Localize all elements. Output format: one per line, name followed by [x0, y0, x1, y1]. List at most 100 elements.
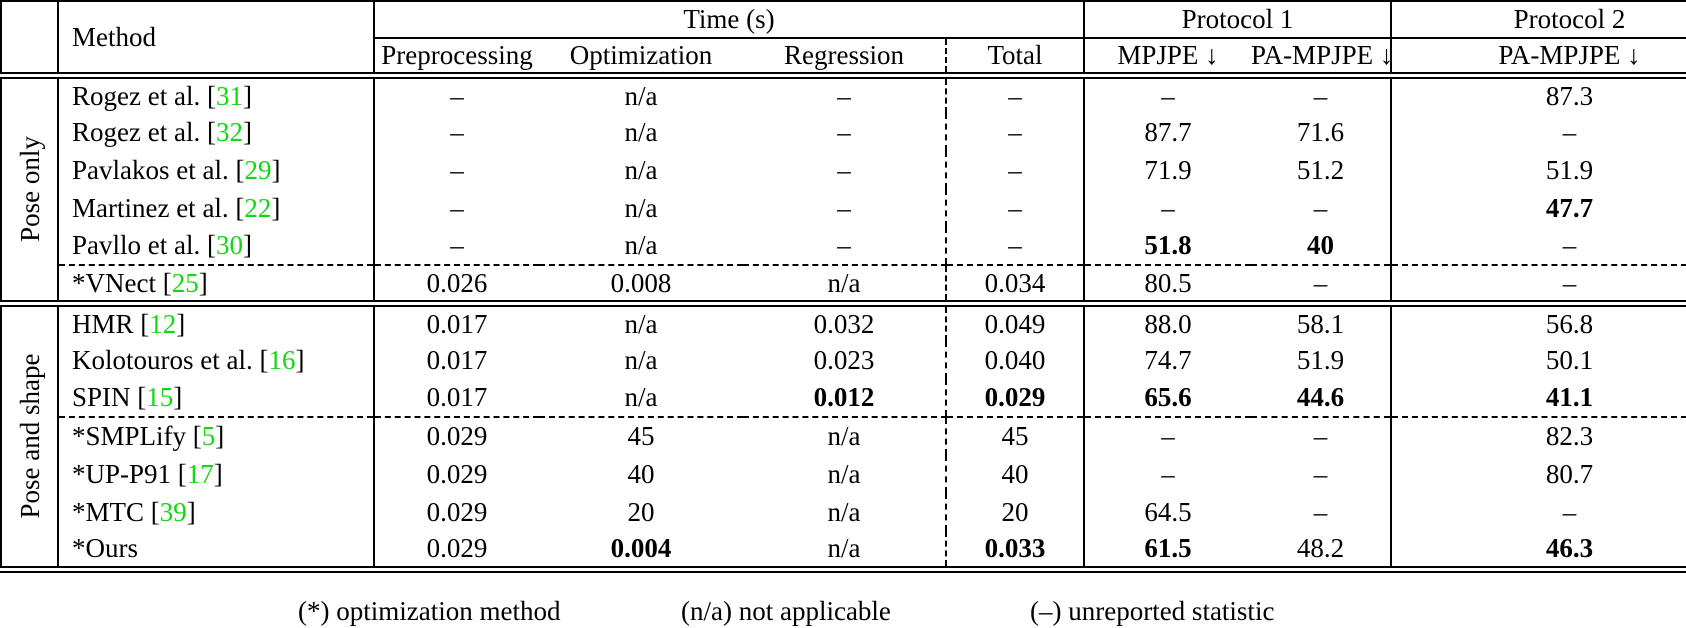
cell-pa-mpjpe-p1: – [1313, 80, 1328, 111]
cell-regression: n/a [743, 531, 946, 573]
cell-preprocessing: – [373, 75, 539, 113]
citation-link[interactable]: 17 [186, 458, 214, 489]
citation-bracket: ] [242, 116, 252, 147]
header-sub-row: Preprocessing Optimization Regression To… [1, 38, 1686, 79]
row-mtc: *MTC [39] 0.029 20 n/a 20 64.5 – – [1, 493, 1686, 531]
row-smplify: *SMPLify [5] 0.029 45 n/a 45 – – 82.3 [1, 417, 1686, 455]
group-label-text: Pose only [14, 136, 45, 242]
citation-link[interactable]: 25 [171, 267, 199, 298]
cell-regression: 0.023 [813, 344, 875, 375]
cell-regression: – [837, 192, 851, 223]
mpjpe-header: MPJPE ↓ [1083, 38, 1252, 79]
cell-pa-mpjpe-p1: – [1313, 458, 1328, 489]
method-name: Rogez et al. [ [72, 80, 216, 111]
citation-bracket: ] [271, 154, 281, 185]
method-cell: *MTC [39] [57, 493, 374, 531]
cell-mpjpe: 74.7 [1083, 341, 1252, 379]
citation-link[interactable]: 31 [215, 80, 243, 111]
citation-link[interactable]: 15 [146, 382, 174, 413]
citation-link[interactable]: 32 [215, 116, 243, 147]
row-kolotouros: Kolotouros et al. [16] 0.017 n/a 0.023 0… [1, 341, 1686, 379]
row-pavllo: Pavllo et al. [30] – n/a – – 51.8 40 – [1, 227, 1686, 266]
cell-regression: 0.012 [743, 379, 946, 418]
cell-pa-mpjpe-p1: 51.2 [1296, 154, 1345, 185]
cell-pa-mpjpe-p2: 87.3 [1390, 75, 1686, 113]
citation-link[interactable]: 12 [149, 308, 177, 339]
cell-pa-mpjpe-p2: 82.3 [1390, 417, 1686, 455]
row-rogez-32: Rogez et al. [32] – n/a – – 87.7 71.6 – [1, 113, 1686, 151]
method-name: Rogez et al. [ [72, 116, 216, 147]
group-label-pose-and-shape: Pose and shape [1, 303, 58, 573]
citation-link[interactable]: 16 [268, 344, 296, 375]
cell-mpjpe: 88.0 [1083, 303, 1252, 341]
method-name: SPIN [ [72, 382, 147, 413]
cell-optimization: n/a [624, 192, 658, 223]
cell-regression: n/a [827, 496, 861, 527]
cell-mpjpe: 64.5 [1083, 493, 1252, 531]
method-name: *UP-P91 [ [72, 458, 187, 489]
optimization-header: Optimization [539, 38, 743, 79]
cell-pa-mpjpe-p1: – [1251, 265, 1392, 307]
cell-optimization: n/a [624, 344, 658, 375]
cell-optimization: 0.004 [539, 531, 743, 573]
cell-total: – [944, 227, 1085, 266]
citation-link[interactable]: 5 [201, 421, 216, 452]
row-up-p91: *UP-P91 [17] 0.029 40 n/a 40 – – 80.7 [1, 455, 1686, 493]
cell-preprocessing: 0.026 [373, 265, 539, 307]
cell-pa-mpjpe-p2: 46.3 [1390, 531, 1686, 573]
cell-total: 0.034 [944, 265, 1085, 307]
regression-header: Regression [743, 38, 946, 79]
citation-link[interactable]: 22 [244, 192, 272, 223]
method-cell: *VNect [25] [57, 265, 374, 307]
cell-regression: n/a [743, 265, 946, 307]
citation-bracket: ] [213, 458, 223, 489]
citation-bracket: ] [176, 308, 186, 339]
row-vnect: *VNect [25] 0.026 0.008 n/a 0.034 80.5 –… [1, 265, 1686, 307]
cell-pa-mpjpe-p2: 47.7 [1390, 189, 1686, 227]
row-spin: SPIN [15] 0.017 n/a 0.012 0.029 65.6 44.… [1, 379, 1686, 418]
legend-dash: (–) unreported statistic [1030, 596, 1275, 626]
cell-total: – [944, 113, 1085, 151]
method-name: HMR [ [72, 308, 150, 339]
citation-link[interactable]: 39 [159, 496, 187, 527]
citation-link[interactable]: 29 [244, 154, 272, 185]
citation-bracket: ] [295, 344, 305, 375]
row-pavlakos: Pavlakos et al. [29] – n/a – – 71.9 51.2… [1, 151, 1686, 189]
cell-pa-mpjpe-p2: 80.7 [1390, 455, 1686, 493]
cell-pa-mpjpe-p1: 51.9 [1296, 344, 1345, 375]
legend-na: (n/a) not applicable [681, 596, 891, 626]
cell-optimization: n/a [539, 379, 743, 418]
cell-mpjpe: – [1083, 455, 1252, 493]
cell-preprocessing: 0.017 [373, 303, 539, 341]
method-name: *MTC [ [72, 496, 160, 527]
method-cell: SPIN [15] [57, 379, 374, 418]
method-name: Pavllo et al. [ [72, 230, 216, 261]
cell-regression: – [837, 154, 851, 185]
cell-mpjpe: 65.6 [1083, 379, 1252, 418]
method-name: Pavlakos et al. [ [72, 154, 245, 185]
row-hmr: Pose and shape HMR [12] 0.017 n/a 0.032 … [1, 303, 1686, 573]
cell-preprocessing: 0.017 [373, 341, 539, 379]
method-header: Method [57, 1, 374, 79]
cell-optimization: n/a [539, 227, 743, 266]
cell-pa-mpjpe-p2: 50.1 [1390, 341, 1686, 379]
method-name: Martinez et al. [ [72, 192, 245, 223]
cell-pa-mpjpe-p2: – [1390, 113, 1686, 151]
cell-optimization: 20 [627, 496, 655, 527]
cell-pa-mpjpe-p1: – [1313, 192, 1328, 223]
citation-link[interactable]: 30 [215, 230, 243, 261]
citation-bracket: ] [173, 382, 183, 413]
cell-total: – [944, 151, 1085, 189]
cell-regression: – [837, 80, 851, 111]
cell-optimization: n/a [624, 116, 658, 147]
citation-bracket: ] [271, 192, 281, 223]
cell-pa-mpjpe-p1: 58.1 [1296, 308, 1345, 339]
cell-total: 40 [944, 455, 1085, 493]
method-name: *SMPLify [ [72, 421, 202, 452]
cell-preprocessing: 0.029 [373, 417, 539, 455]
cell-optimization: 40 [627, 458, 655, 489]
cell-preprocessing: 0.017 [373, 379, 539, 418]
method-cell: Pavllo et al. [30] [57, 227, 374, 266]
cell-total: 0.029 [944, 379, 1085, 418]
